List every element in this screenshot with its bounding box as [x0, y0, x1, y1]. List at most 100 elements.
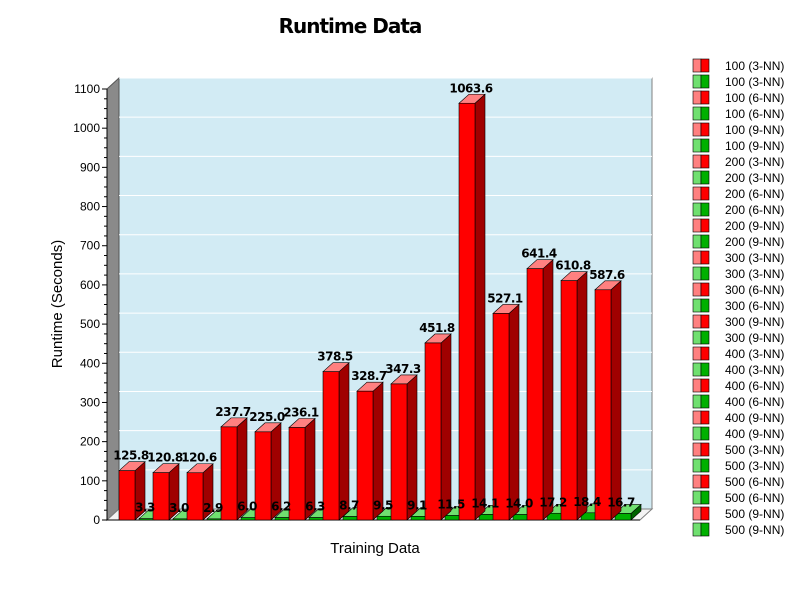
legend-swatch-dark [700, 522, 710, 537]
bar-red [152, 462, 180, 521]
y-tick-label: 600 [80, 278, 100, 292]
data-label-green: 6.3 [305, 500, 325, 514]
bar-green [614, 503, 642, 521]
legend-label: 200 (6-NN) [725, 203, 784, 217]
legend-swatch-light [692, 202, 702, 217]
x-axis-label: Training Data [330, 540, 420, 557]
legend-swatch-light [692, 410, 702, 425]
legend-label: 300 (9-NN) [725, 331, 784, 345]
legend-item: 200 (9-NN) [692, 234, 784, 249]
data-label-green: 14.1 [471, 496, 499, 510]
bar-red [118, 461, 146, 521]
y-tick-label: 500 [80, 317, 100, 331]
legend-item: 400 (6-NN) [692, 394, 784, 409]
legend-item: 200 (9-NN) [692, 218, 784, 233]
data-label-green: 9.1 [407, 498, 427, 512]
legend-label: 300 (6-NN) [725, 283, 784, 297]
legend-swatch-light [692, 266, 702, 281]
data-label-red: 587.6 [589, 268, 625, 282]
legend-label: 500 (3-NN) [725, 459, 784, 473]
y-tick-label: 1100 [74, 82, 100, 96]
legend-swatch-light [692, 330, 702, 345]
data-label-red: 237.7 [215, 405, 251, 419]
legend-label: 200 (3-NN) [725, 155, 784, 169]
legend-item: 500 (9-NN) [692, 522, 784, 537]
legend-label: 300 (3-NN) [725, 251, 784, 265]
legend-swatch-light [692, 378, 702, 393]
bar-red [424, 333, 452, 521]
legend-label: 500 (9-NN) [725, 523, 784, 537]
data-label-red: 236.1 [283, 405, 319, 419]
legend-item: 100 (6-NN) [692, 106, 784, 121]
bar-red [220, 417, 248, 521]
legend-item: 400 (6-NN) [692, 378, 784, 393]
legend-item: 100 (6-NN) [692, 90, 784, 105]
legend-swatch-dark [700, 410, 710, 425]
legend-swatch-light [692, 218, 702, 233]
legend-item: 300 (3-NN) [692, 250, 784, 265]
data-label-red: 610.8 [555, 259, 591, 273]
data-label-red: 347.3 [385, 362, 421, 376]
data-label-red: 641.4 [521, 247, 557, 261]
data-label-green: 3.3 [135, 501, 155, 515]
legend-label: 300 (3-NN) [725, 267, 784, 281]
legend-item: 100 (9-NN) [692, 138, 784, 153]
legend-swatch-light [692, 106, 702, 121]
legend-label: 100 (9-NN) [725, 123, 784, 137]
legend-label: 400 (9-NN) [725, 427, 784, 441]
y-axis-label: Runtime (Seconds) [49, 240, 66, 368]
legend-item: 100 (3-NN) [692, 58, 784, 73]
legend-swatch-dark [700, 170, 710, 185]
y-tick-label: 900 [80, 160, 100, 174]
legend-label: 200 (3-NN) [725, 171, 784, 185]
data-label-red: 1063.6 [449, 81, 492, 95]
legend-swatch-dark [700, 362, 710, 377]
legend-swatch-dark [700, 474, 710, 489]
legend-swatch-dark [700, 490, 710, 505]
legend-swatch-dark [700, 106, 710, 121]
legend-label: 300 (6-NN) [725, 299, 784, 313]
data-label-green: 6.2 [271, 500, 291, 514]
bar-red [458, 93, 486, 521]
bar-red [560, 271, 588, 521]
legend-swatch-light [692, 250, 702, 265]
legend-label: 500 (3-NN) [725, 443, 784, 457]
bar-red [288, 417, 316, 521]
legend-swatch-dark [700, 138, 710, 153]
legend-swatch-light [692, 90, 702, 105]
legend-item: 300 (3-NN) [692, 266, 784, 281]
legend-label: 100 (9-NN) [725, 139, 784, 153]
legend-swatch-dark [700, 378, 710, 393]
legend-label: 100 (6-NN) [725, 107, 784, 121]
y-tick-label: 300 [80, 395, 100, 409]
legend-swatch-dark [700, 394, 710, 409]
legend-swatch-dark [700, 250, 710, 265]
legend-label: 500 (9-NN) [725, 507, 784, 521]
bar-red [186, 463, 214, 521]
data-label-green: 14.0 [505, 497, 533, 511]
legend-label: 300 (9-NN) [725, 315, 784, 329]
legend-item: 500 (3-NN) [692, 442, 784, 457]
legend-swatch-light [692, 442, 702, 457]
data-label-red: 451.8 [419, 321, 455, 335]
legend-swatch-dark [700, 282, 710, 297]
legend-swatch-light [692, 122, 702, 137]
y-tick-label: 1000 [73, 121, 100, 135]
legend-swatch-light [692, 506, 702, 521]
legend-swatch-light [692, 490, 702, 505]
legend-swatch-light [692, 458, 702, 473]
data-labels: 125.8 3.3 120.8 3.0 120.6 2.9 237.7 6.0 225.0 6.2… [113, 81, 635, 515]
legend-swatch-dark [700, 314, 710, 329]
y-tick-label: 0 [93, 513, 100, 527]
legend-swatch-light [692, 74, 702, 89]
legend-label: 500 (6-NN) [725, 475, 784, 489]
data-label-red: 527.1 [487, 291, 523, 305]
legend-item: 200 (6-NN) [692, 202, 784, 217]
legend-swatch-dark [700, 426, 710, 441]
legend-item: 200 (3-NN) [692, 154, 784, 169]
legend-label: 400 (3-NN) [725, 347, 784, 361]
y-tick-label: 800 [80, 200, 100, 214]
legend-swatch-light [692, 394, 702, 409]
legend-swatch-dark [700, 154, 710, 169]
